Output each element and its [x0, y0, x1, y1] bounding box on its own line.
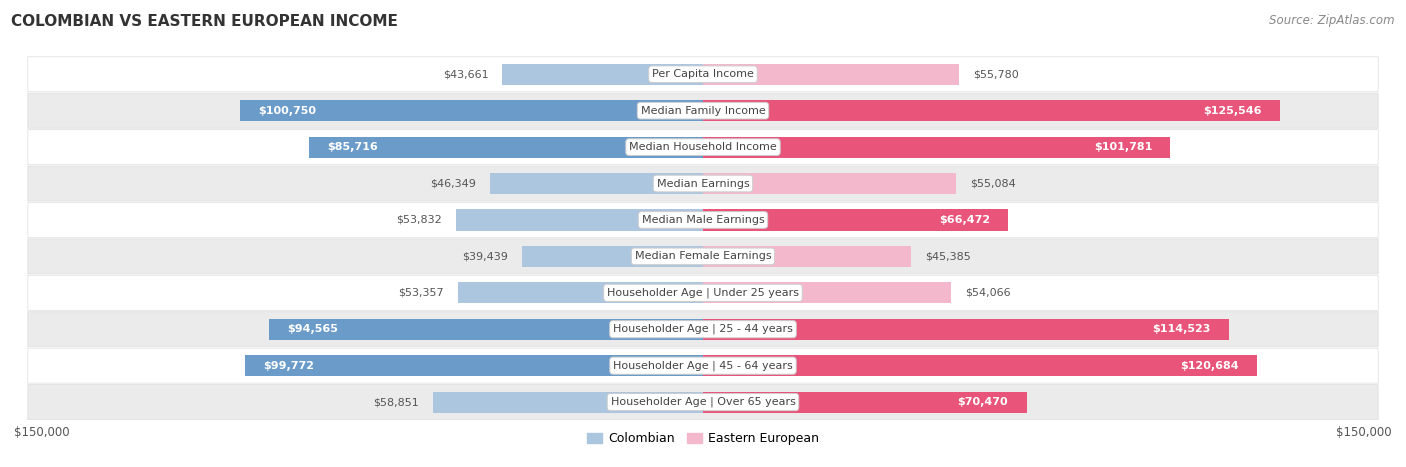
Bar: [703, 391, 1026, 413]
Text: $99,772: $99,772: [263, 361, 314, 371]
Text: Median Female Earnings: Median Female Earnings: [634, 251, 772, 262]
Text: $100,750: $100,750: [259, 106, 316, 116]
FancyBboxPatch shape: [28, 239, 1378, 274]
FancyBboxPatch shape: [28, 93, 1378, 128]
Text: Householder Age | Over 65 years: Householder Age | Over 65 years: [610, 397, 796, 407]
Bar: [458, 282, 703, 304]
FancyBboxPatch shape: [28, 385, 1378, 419]
Text: $66,472: $66,472: [939, 215, 990, 225]
Bar: [703, 100, 1279, 121]
FancyBboxPatch shape: [28, 312, 1378, 347]
Text: $58,851: $58,851: [373, 397, 419, 407]
Text: Source: ZipAtlas.com: Source: ZipAtlas.com: [1270, 14, 1395, 27]
Text: $150,000: $150,000: [1336, 426, 1392, 439]
Text: $114,523: $114,523: [1153, 324, 1211, 334]
Text: Per Capita Income: Per Capita Income: [652, 69, 754, 79]
FancyBboxPatch shape: [28, 276, 1378, 310]
Bar: [703, 209, 1008, 231]
Text: COLOMBIAN VS EASTERN EUROPEAN INCOME: COLOMBIAN VS EASTERN EUROPEAN INCOME: [11, 14, 398, 29]
Text: $101,781: $101,781: [1094, 142, 1152, 152]
Bar: [502, 64, 703, 85]
Bar: [240, 100, 703, 121]
FancyBboxPatch shape: [28, 57, 1378, 92]
Bar: [309, 136, 703, 158]
Bar: [491, 173, 703, 194]
Bar: [703, 246, 911, 267]
Text: $150,000: $150,000: [14, 426, 70, 439]
FancyBboxPatch shape: [28, 166, 1378, 201]
Text: $45,385: $45,385: [925, 251, 972, 262]
FancyBboxPatch shape: [28, 130, 1378, 164]
Bar: [703, 318, 1229, 340]
Text: $43,661: $43,661: [443, 69, 489, 79]
Text: $125,546: $125,546: [1202, 106, 1261, 116]
Text: $54,066: $54,066: [965, 288, 1011, 298]
Text: $55,084: $55,084: [970, 178, 1015, 189]
Bar: [433, 391, 703, 413]
Bar: [456, 209, 703, 231]
Legend: Colombian, Eastern European: Colombian, Eastern European: [582, 427, 824, 451]
Text: $55,780: $55,780: [973, 69, 1019, 79]
Bar: [703, 136, 1170, 158]
Bar: [269, 318, 703, 340]
Text: $85,716: $85,716: [328, 142, 378, 152]
Text: Median Household Income: Median Household Income: [628, 142, 778, 152]
Bar: [703, 355, 1257, 376]
Text: Householder Age | Under 25 years: Householder Age | Under 25 years: [607, 288, 799, 298]
Text: $53,357: $53,357: [398, 288, 444, 298]
Text: Householder Age | 25 - 44 years: Householder Age | 25 - 44 years: [613, 324, 793, 334]
Text: $46,349: $46,349: [430, 178, 477, 189]
Bar: [703, 282, 952, 304]
Text: Householder Age | 45 - 64 years: Householder Age | 45 - 64 years: [613, 361, 793, 371]
FancyBboxPatch shape: [28, 348, 1378, 383]
Bar: [522, 246, 703, 267]
Text: $120,684: $120,684: [1180, 361, 1239, 371]
Text: Median Male Earnings: Median Male Earnings: [641, 215, 765, 225]
Text: $39,439: $39,439: [463, 251, 508, 262]
Text: $70,470: $70,470: [957, 397, 1008, 407]
Text: $53,832: $53,832: [396, 215, 441, 225]
Text: $94,565: $94,565: [287, 324, 337, 334]
Text: Median Family Income: Median Family Income: [641, 106, 765, 116]
Bar: [245, 355, 703, 376]
Text: Median Earnings: Median Earnings: [657, 178, 749, 189]
Bar: [703, 64, 959, 85]
FancyBboxPatch shape: [28, 203, 1378, 237]
Bar: [703, 173, 956, 194]
